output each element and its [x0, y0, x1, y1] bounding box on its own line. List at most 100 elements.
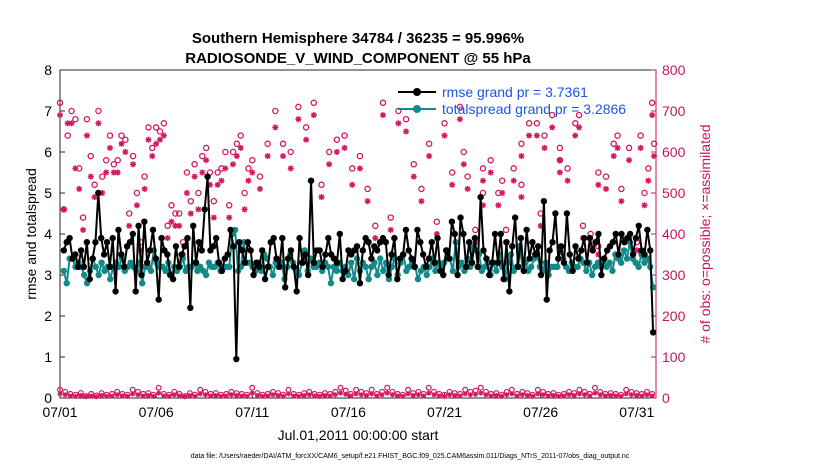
obs-possible-point: [618, 185, 625, 193]
obs-possible-point: [479, 165, 487, 172]
obs-assimilated-point: [114, 169, 121, 176]
obs-assimilated-point: [83, 132, 90, 139]
obs-assimilated-point: [57, 112, 63, 119]
obs-possible-point: [418, 185, 425, 193]
rmse-point: [641, 251, 648, 258]
obs-bottom-assimilated-point: [88, 393, 94, 399]
spread-point: [162, 267, 169, 275]
obs-bottom-assimilated-point: [363, 393, 369, 399]
obs-bottom-assimilated-point: [291, 393, 297, 399]
y-tick-label: 3: [44, 267, 52, 283]
obs-assimilated-point: [218, 177, 225, 184]
obs-bottom-assimilated-point: [228, 392, 234, 398]
obs-assimilated-point: [226, 214, 233, 221]
rmse-point: [276, 263, 283, 270]
obs-possible-point: [79, 214, 87, 221]
obs-bottom-assimilated-point: [353, 391, 359, 397]
rmse-point: [316, 247, 323, 254]
obs-possible-point: [650, 140, 658, 148]
rmse-point: [356, 280, 364, 287]
x-axis-ticks: 07/01 07/06 07/11 07/16 07/21 07/26 07/31: [42, 393, 654, 420]
y2-tick-label: 800: [662, 62, 686, 78]
rmse-point: [618, 230, 625, 238]
rmse-point: [598, 271, 605, 279]
rmse-point: [514, 263, 522, 270]
obs-bottom-assimilated-point: [405, 391, 411, 397]
rmse-point: [419, 251, 427, 258]
rmse-point: [465, 239, 473, 246]
rmse-point: [500, 275, 507, 283]
obs-assimilated-point: [356, 165, 363, 172]
obs-possible-point: [510, 165, 517, 172]
obs-assimilated-point: [403, 128, 410, 135]
obs-assimilated-point: [183, 190, 190, 196]
rmse-point: [201, 206, 208, 213]
obs-possible-point: [645, 165, 652, 172]
obs-assimilated-point: [618, 198, 625, 205]
rmse-point: [307, 177, 315, 184]
y-axis-left-label: rmse and totalspread: [23, 168, 39, 300]
rmse-point: [106, 263, 114, 270]
rmse-point: [425, 255, 433, 262]
obs-assimilated-point: [126, 222, 133, 229]
obs-bottom-assimilated-point: [306, 392, 312, 398]
obs-bottom-assimilated-point: [312, 393, 318, 399]
obs-bottom-assimilated-point: [447, 392, 453, 398]
obs-assimilated-point: [130, 161, 137, 168]
y2-tick-label: 700: [662, 103, 686, 119]
obs-bottom-assimilated-point: [197, 391, 203, 397]
rmse-point: [238, 247, 246, 254]
obs-possible-point: [548, 111, 556, 119]
rmse-point: [204, 173, 211, 180]
rmse-point: [342, 267, 349, 275]
obs-possible-point: [91, 181, 98, 189]
rmse-point: [626, 230, 634, 238]
obs-assimilated-point: [199, 169, 206, 176]
legend-spread-label: totalspread grand pr = 3.2866: [442, 101, 626, 117]
spread-point: [92, 263, 99, 270]
rmse-point: [256, 263, 263, 270]
rmse-point: [463, 263, 470, 270]
obs-bottom-assimilated-point: [161, 393, 167, 399]
obs-possible-point: [648, 99, 656, 107]
rmse-point: [233, 355, 240, 363]
rmse-point: [422, 263, 430, 270]
obs-assimilated-point: [326, 161, 333, 168]
spread-point: [202, 271, 210, 279]
obs-bottom-assimilated-point: [618, 393, 624, 399]
obs-assimilated-point: [168, 218, 175, 225]
obs-bottom-assimilated-point: [488, 393, 494, 399]
rmse-point: [629, 251, 637, 258]
rmse-point: [158, 234, 165, 242]
obs-bottom-assimilated-point: [93, 394, 99, 400]
obs-bottom-assimilated-point: [530, 393, 536, 399]
obs-assimilated-point: [641, 202, 648, 209]
y2-tick-label: 600: [662, 144, 686, 160]
rmse-point: [529, 239, 536, 246]
obs-possible-point: [637, 132, 644, 139]
obs-bottom-assimilated-point: [602, 393, 608, 399]
obs-assimilated-point: [572, 132, 579, 139]
rmse-point: [454, 271, 461, 279]
obs-assimilated-point: [187, 210, 194, 217]
obs-bottom-assimilated-point: [317, 393, 323, 399]
obs-assimilated-point: [479, 177, 486, 184]
obs-possible-point: [229, 148, 237, 156]
obs-assimilated-point: [264, 153, 271, 160]
obs-bottom-assimilated-point: [286, 391, 292, 397]
chart-title-line2: RADIOSONDE_V_WIND_COMPONENT @ 55 hPa: [185, 50, 531, 67]
obs-assimilated-point: [103, 169, 110, 176]
obs-assimilated-point: [626, 157, 633, 164]
obs-assimilated-point: [256, 185, 263, 192]
rmse-point: [83, 239, 91, 246]
rmse-point: [509, 243, 516, 250]
obs-bottom-assimilated-point: [322, 393, 328, 399]
obs-assimilated-point: [76, 185, 83, 192]
obs-assimilated-point: [149, 153, 156, 160]
obs-assimilated-point: [287, 165, 294, 172]
obs-bottom-assimilated-point: [519, 392, 525, 398]
obs-assimilated-point: [637, 144, 644, 151]
obs-possible-point: [541, 132, 548, 139]
obs-bottom-assimilated-point: [234, 393, 240, 399]
y2-tick-label: 300: [662, 267, 686, 283]
